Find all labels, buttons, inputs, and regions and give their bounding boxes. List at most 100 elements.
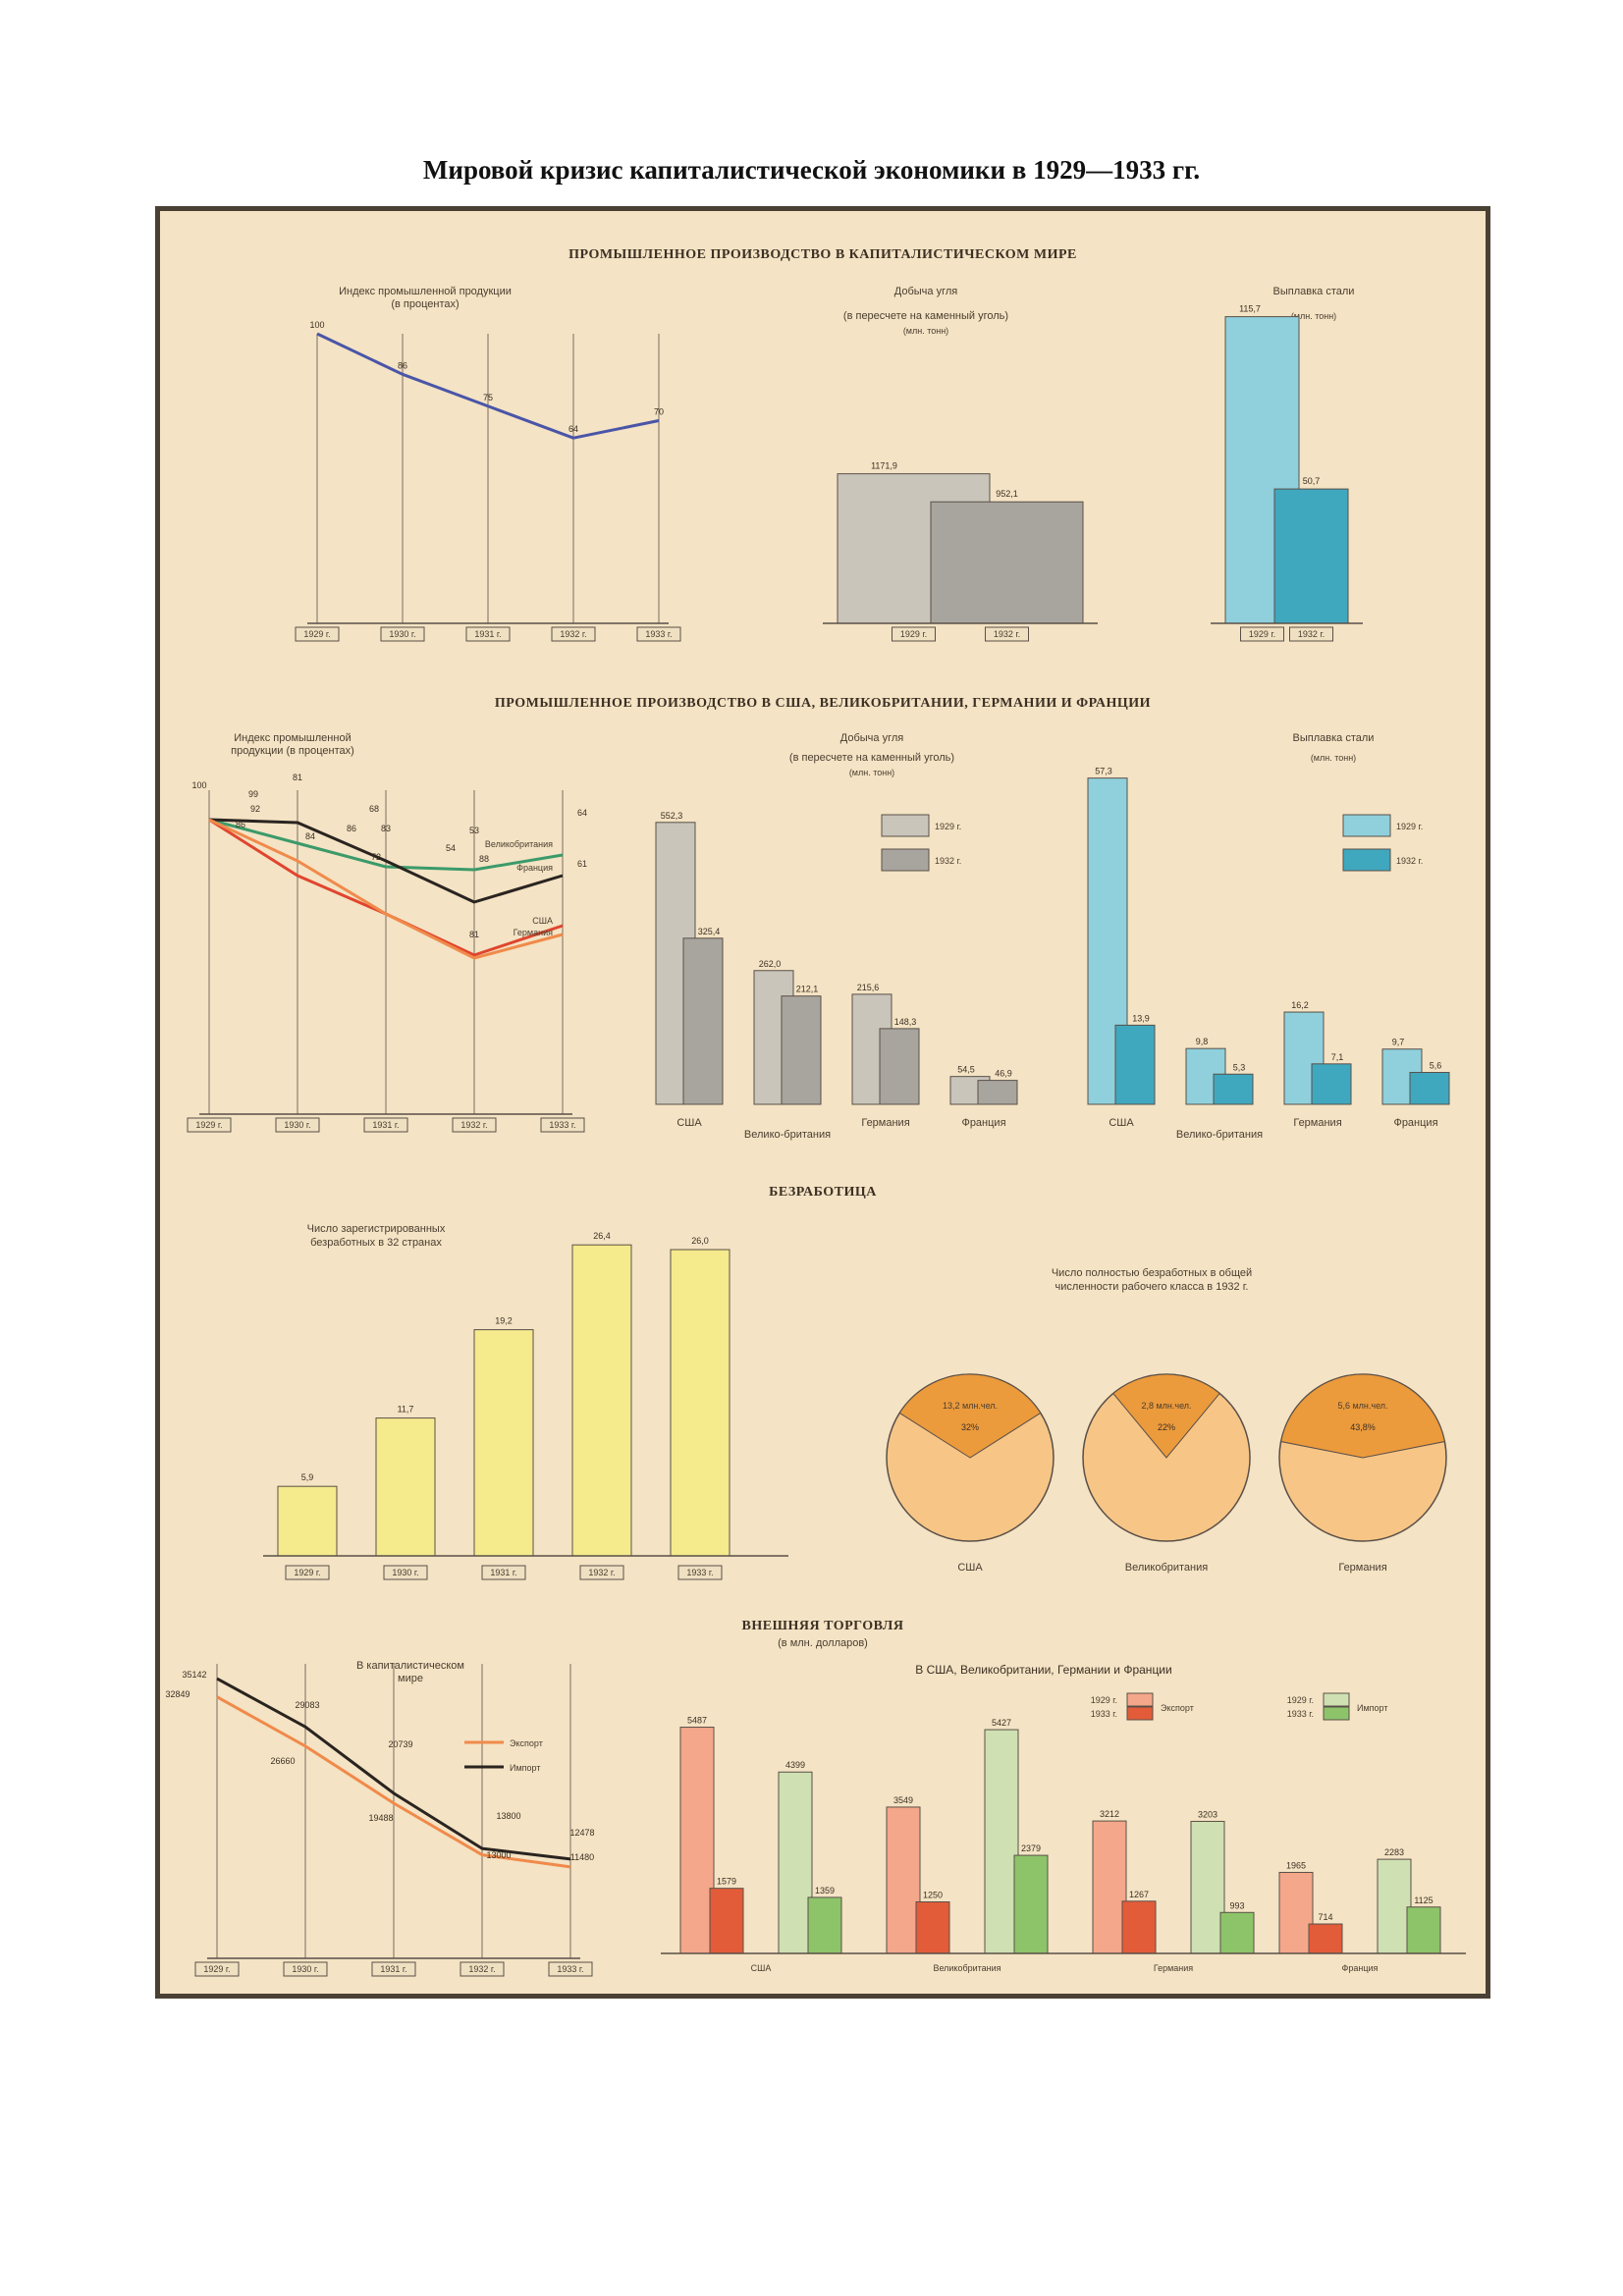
countries-index-tick-label: 1929 г.: [195, 1120, 222, 1130]
countries-steel-category-label: Велико-британия: [1176, 1129, 1263, 1141]
pie-abs-label: 5,6 млн.чел.: [1337, 1401, 1387, 1411]
data-label: 212,1: [796, 985, 819, 994]
countries-steel-category-label: Франция: [1393, 1117, 1437, 1129]
chart-unit: (млн. тонн): [903, 326, 948, 336]
data-label: 84: [305, 831, 315, 841]
data-label: 16,2: [1291, 1000, 1309, 1010]
data-label: 952,1: [996, 489, 1018, 499]
series-label: Франция: [516, 863, 553, 873]
world-steel-tick-label-box: [1289, 626, 1333, 642]
world-coal-tick-label: 1929 г.: [900, 629, 927, 639]
world-trade-tick-label: 1933 г.: [557, 1964, 583, 1974]
unemployed-bar: [375, 1417, 436, 1557]
trade-bar: [1190, 1820, 1225, 1954]
unemployed-bar: [670, 1249, 730, 1557]
unemployed-tick-label-box: [285, 1565, 330, 1580]
data-label: 9,8: [1196, 1037, 1209, 1046]
chart-title: В США, Великобритании, Германии и Франци…: [915, 1663, 1171, 1677]
data-label: 20739: [388, 1739, 412, 1749]
index-line-1: [208, 818, 564, 904]
countries-coal-bar: [682, 937, 724, 1105]
legend-swatch: [1126, 1692, 1154, 1707]
index-line-0: [208, 818, 564, 872]
data-label: 3203: [1198, 1809, 1217, 1819]
data-label: 1359: [815, 1886, 835, 1896]
chart-subtitle: (в пересчете на каменный уголь): [789, 752, 954, 764]
legend-label: Экспорт: [510, 1738, 543, 1748]
data-label: 54: [446, 843, 456, 853]
countries-index-tick-label: 1930 г.: [284, 1120, 310, 1130]
legend-year-label: 1929 г.: [1287, 1695, 1314, 1705]
countries-index-tick-label: 1932 г.: [460, 1120, 487, 1130]
data-label: 1267: [1129, 1890, 1149, 1899]
data-label: 1125: [1414, 1896, 1433, 1905]
data-label: 13,9: [1132, 1013, 1150, 1023]
legend-label: 1932 г.: [1396, 856, 1423, 866]
world-steel-bar: [1273, 488, 1349, 624]
data-label: 35142: [182, 1670, 206, 1680]
data-label: 9,7: [1392, 1038, 1405, 1047]
data-label: 3212: [1100, 1809, 1119, 1819]
data-label: 5487: [687, 1716, 707, 1726]
data-label: 115,7: [1239, 304, 1261, 314]
world-steel-tick-label: 1932 г.: [1298, 629, 1325, 639]
infographic-canvas: ПРОМЫШЛЕННОЕ ПРОИЗВОДСТВО В КАПИТАЛИСТИЧ…: [165, 247, 1466, 1977]
trade-line-0: [216, 1677, 571, 1861]
world-coal-tick-label: 1932 г.: [994, 629, 1020, 639]
world-coal-bar: [930, 501, 1084, 624]
data-label: 13800: [496, 1811, 520, 1821]
legend-label: Импорт: [1357, 1703, 1387, 1713]
data-label: 26660: [270, 1756, 295, 1766]
trade-bar: [1278, 1871, 1314, 1954]
data-label: 1579: [717, 1877, 736, 1887]
pie-abs-label: 2,8 млн.чел.: [1141, 1401, 1191, 1411]
world-index-tick-label-box: [295, 626, 340, 642]
data-label: 88: [479, 854, 489, 864]
legend-label: Экспорт: [1161, 1703, 1194, 1713]
chart-unit: (млн. тонн): [1311, 753, 1356, 763]
data-label: 11,7: [398, 1405, 414, 1415]
series-label: США: [532, 916, 553, 926]
unemployed-tick-label: 1931 г.: [490, 1568, 516, 1577]
data-label: 64: [577, 808, 587, 818]
page-title: Мировой кризис капиталистической экономи…: [422, 155, 1201, 185]
chart-title: Добыча угля: [894, 286, 957, 297]
data-label: 1965: [1286, 1860, 1306, 1870]
trade-bar: [1406, 1906, 1441, 1954]
countries-steel-bar: [1213, 1073, 1254, 1105]
trade-category-label: Великобритания: [933, 1963, 1001, 1973]
data-label: 68: [369, 804, 379, 814]
countries-coal-category-label: Германия: [861, 1117, 909, 1129]
pie-slice-unemployed: [898, 1373, 1042, 1459]
world-index-tick-label-box: [636, 626, 681, 642]
world-coal-tick-label-box: [892, 626, 936, 642]
data-label: 83: [381, 824, 391, 833]
world-trade-tick-label-box: [548, 1961, 593, 1977]
chart-title: Выплавка стали: [1293, 732, 1375, 744]
data-label: 70: [654, 407, 664, 417]
world-trade-tick-label: 1929 г.: [203, 1964, 230, 1974]
countries-coal-category-label: Велико-британия: [744, 1129, 831, 1141]
data-label: 7,1: [1331, 1052, 1344, 1062]
pie-slice-unemployed: [1280, 1373, 1445, 1459]
countries-steel-category-label: США: [1109, 1117, 1134, 1129]
data-label: 54,5: [957, 1065, 975, 1075]
unemployed-tick-label-box: [481, 1565, 526, 1580]
data-label: 92: [250, 804, 260, 814]
data-label: 4399: [785, 1760, 805, 1770]
world-index-tick-label-box: [380, 626, 425, 642]
legend-swatch: [881, 848, 930, 872]
legend-label: 1929 г.: [935, 822, 961, 831]
data-label: 1171,9: [871, 461, 897, 471]
data-label: 99: [248, 789, 258, 799]
chart-subtitle: (в пересчете на каменный уголь): [843, 310, 1008, 322]
trade-category-label: Германия: [1154, 1963, 1193, 1973]
section-heading-trade: ВНЕШНЯЯ ТОРГОВЛЯ: [742, 1619, 904, 1633]
data-label: 86: [347, 824, 356, 833]
data-label: 72: [371, 852, 381, 862]
countries-index-tick-label: 1933 г.: [549, 1120, 575, 1130]
pie-label: Германия: [1338, 1562, 1386, 1574]
data-label: 81: [293, 773, 302, 782]
data-label: 5,3: [1233, 1062, 1246, 1072]
countries-coal-bar: [879, 1028, 920, 1105]
